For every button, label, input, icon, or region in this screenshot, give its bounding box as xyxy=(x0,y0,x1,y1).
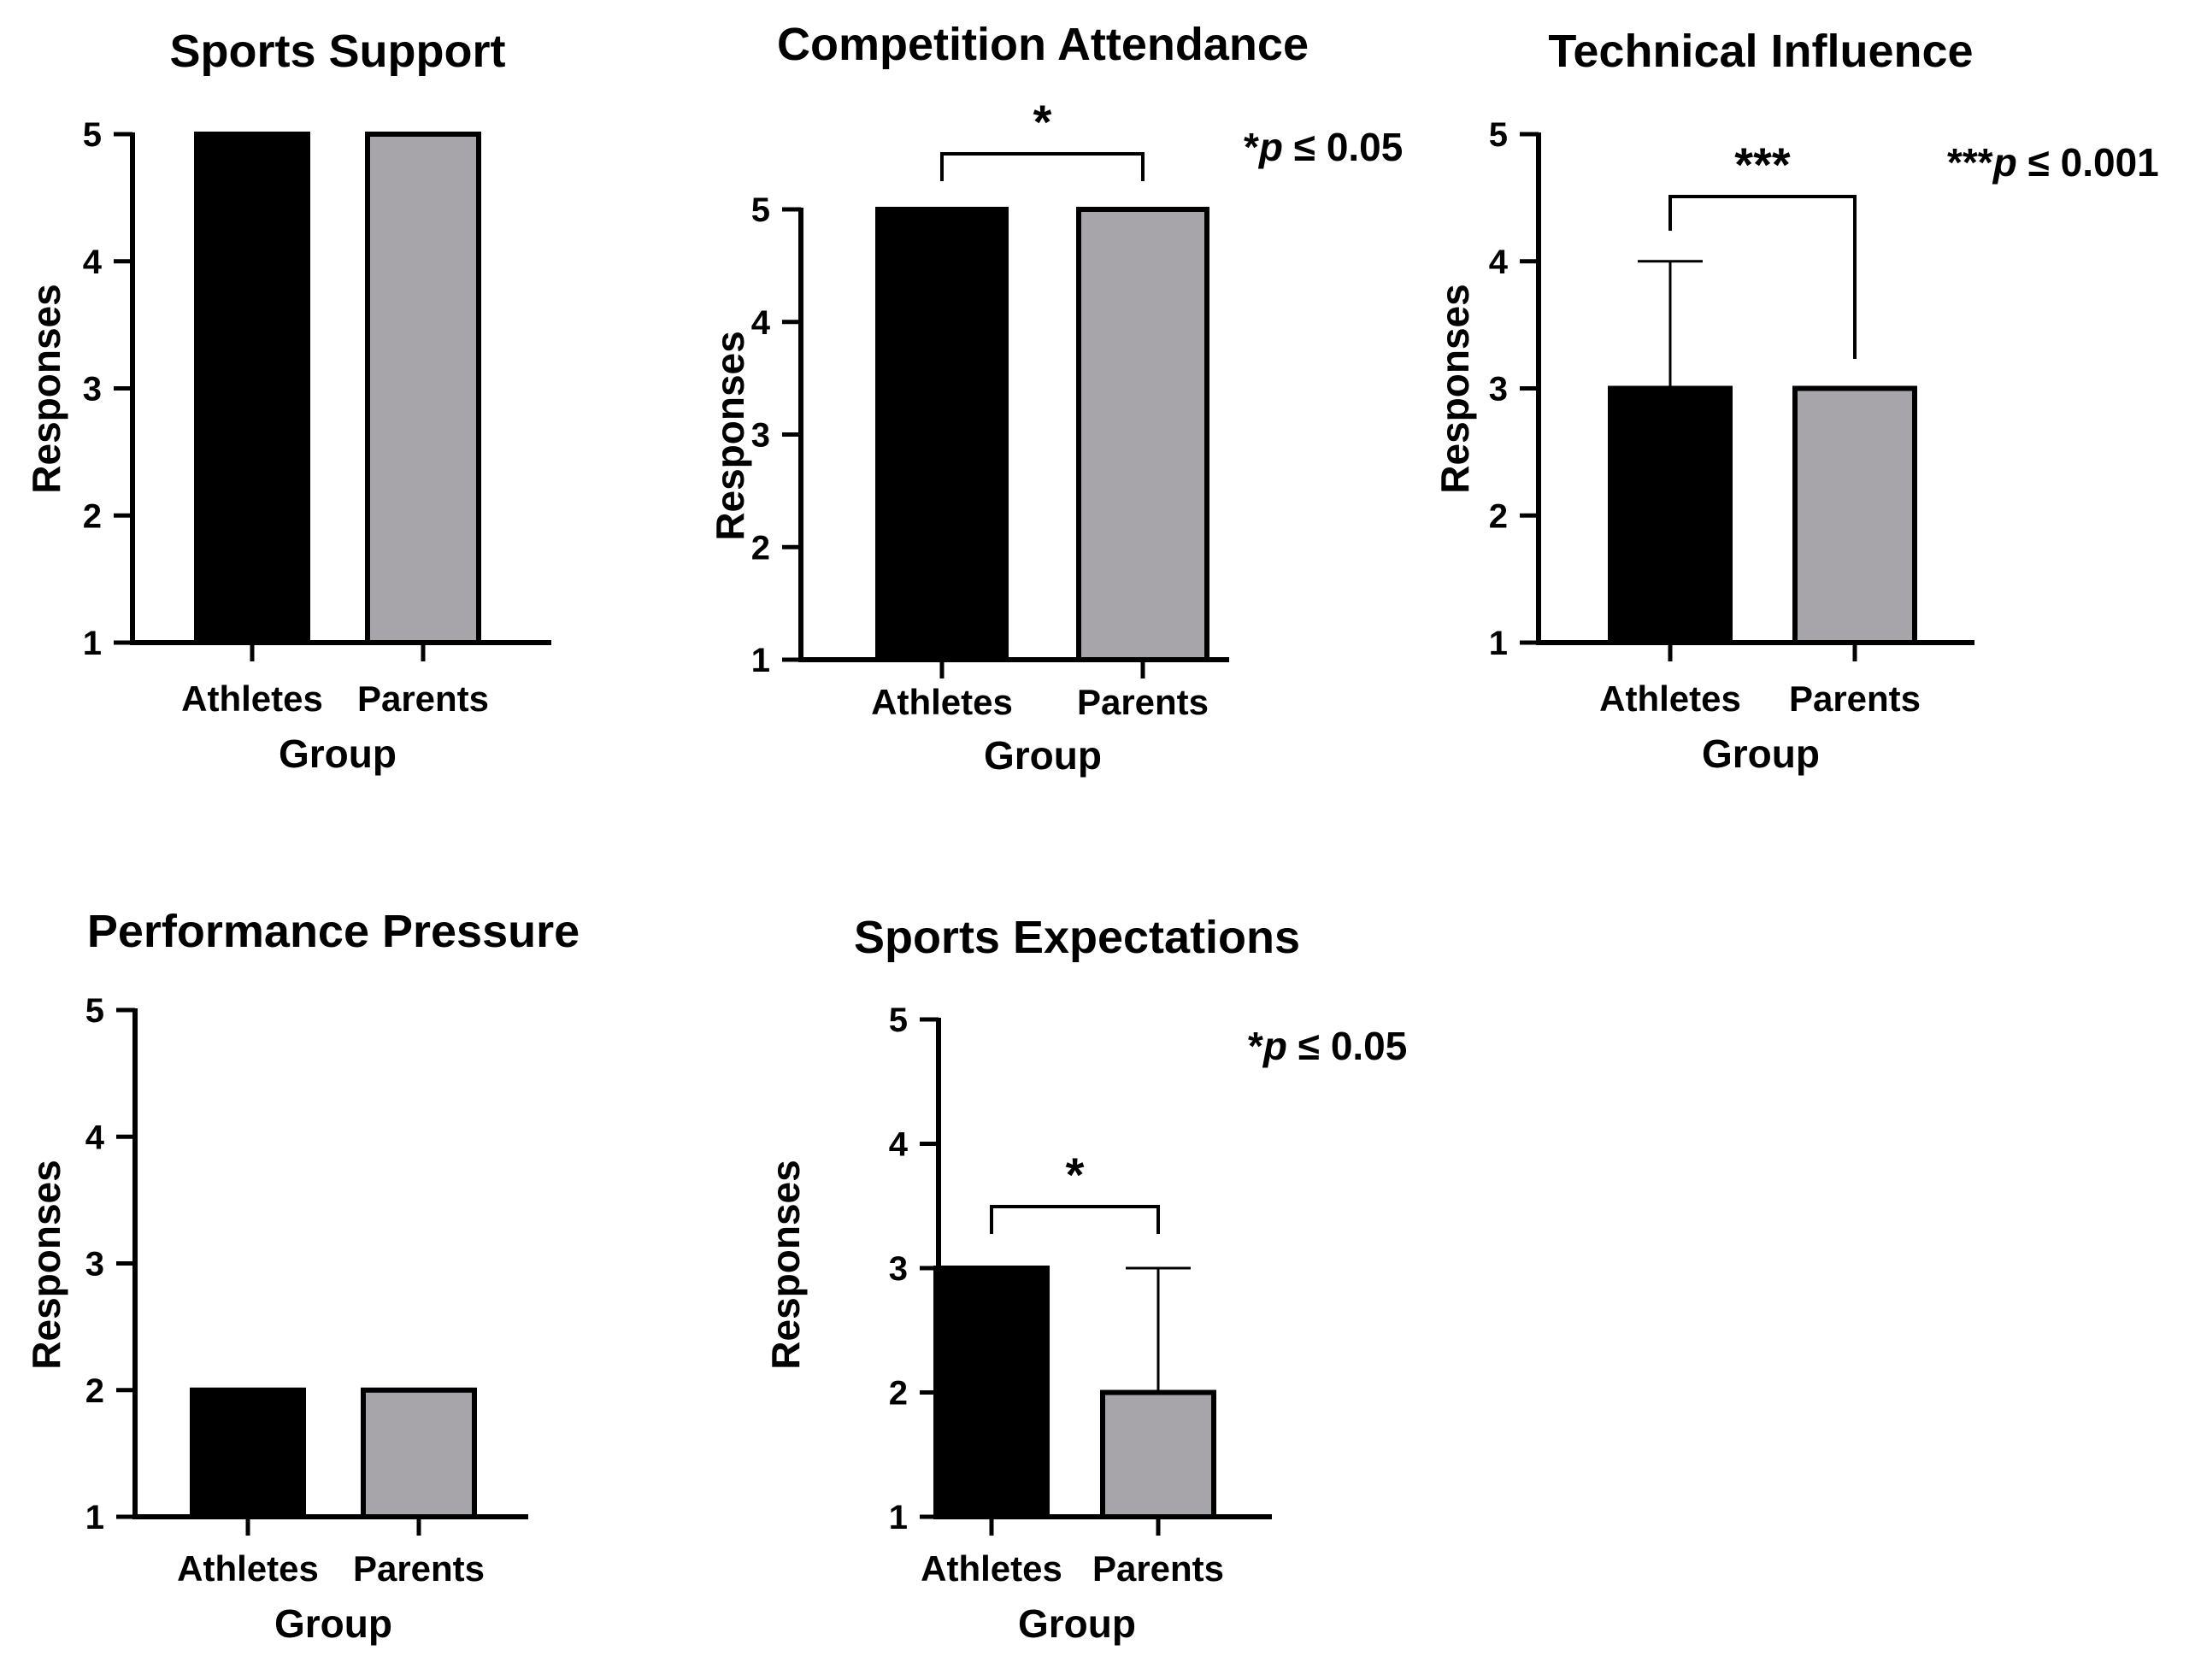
chart-panel-5: Sports Expectations 1 2 3 4 5 Athletes Parents G… xyxy=(763,912,1407,1646)
x-axis-label: Group xyxy=(1702,731,1820,776)
p-note-symbol: p xyxy=(1992,140,2017,185)
x-tick-label-athletes: Athletes xyxy=(181,678,323,719)
bar-parents xyxy=(365,132,481,645)
y-tick-label: 4 xyxy=(751,304,771,342)
y-tick-label: 5 xyxy=(85,992,104,1030)
y-tick-label: 5 xyxy=(889,1002,908,1039)
bar-athletes xyxy=(190,1387,306,1519)
chart-title: Sports Expectations xyxy=(854,912,1300,963)
x-tick-label-parents: Parents xyxy=(1092,1548,1224,1589)
y-tick-label: 4 xyxy=(83,244,103,281)
y-tick-label: 1 xyxy=(751,642,770,679)
chart-title: Technical Influence xyxy=(1548,26,1973,77)
y-tick-label: 2 xyxy=(85,1372,104,1410)
y-tick-label: 5 xyxy=(751,191,770,229)
chart-panel-1: Sports Support 1 2 3 4 5 Athletes Parents Group R… xyxy=(24,26,551,776)
chart-panel-4: Performance Pressure 1 2 3 4 5 Athletes Parents… xyxy=(24,906,580,1646)
chart-panel-2: Competition Attendance 1 2 3 4 5 Athletes Paren… xyxy=(708,19,1403,778)
p-value-note: *p ≤ 0.05 xyxy=(1248,1024,1407,1068)
bar-athletes xyxy=(194,132,310,645)
x-tick-label-athletes: Athletes xyxy=(921,1548,1062,1589)
bar-parents xyxy=(1100,1389,1216,1519)
y-tick-label: 4 xyxy=(1489,244,1509,281)
significance-stars: *** xyxy=(1734,138,1791,191)
p-note-threshold: ≤ 0.05 xyxy=(1287,1024,1407,1068)
p-value-note: ***p ≤ 0.001 xyxy=(1947,140,2159,185)
p-note-threshold: ≤ 0.05 xyxy=(1283,125,1403,169)
y-tick-label: 3 xyxy=(1489,371,1508,408)
significance-stars: * xyxy=(1033,95,1052,149)
p-note-stars: *** xyxy=(1947,140,1993,185)
y-tick-label: 1 xyxy=(85,1499,104,1536)
y-axis-label: Responses xyxy=(24,1160,68,1369)
y-tick-label: 2 xyxy=(1489,497,1508,535)
x-axis-label: Group xyxy=(984,733,1102,778)
y-tick-label: 3 xyxy=(85,1246,104,1283)
y-tick-label: 1 xyxy=(889,1499,908,1536)
x-tick-label-parents: Parents xyxy=(357,678,489,719)
p-note-stars: * xyxy=(1248,1024,1263,1068)
y-tick-label: 4 xyxy=(85,1119,105,1156)
y-axis-label: Responses xyxy=(24,284,68,493)
bar-athletes xyxy=(875,207,1009,662)
x-tick-label-parents: Parents xyxy=(1789,678,1921,719)
y-tick-label: 1 xyxy=(1489,625,1508,662)
y-tick-label: 3 xyxy=(889,1250,908,1288)
x-tick-label-parents: Parents xyxy=(353,1548,485,1589)
x-axis-label: Group xyxy=(274,1601,392,1646)
y-tick-label: 2 xyxy=(751,529,770,567)
y-tick-label: 4 xyxy=(889,1126,909,1164)
y-tick-label: 1 xyxy=(83,625,102,662)
x-tick-label-parents: Parents xyxy=(1077,682,1209,722)
significance-bracket xyxy=(990,1205,1160,1234)
significance-bracket xyxy=(940,152,1145,181)
y-tick-label: 5 xyxy=(83,116,102,154)
bar-parents xyxy=(1076,207,1209,662)
p-note-symbol: p xyxy=(1262,1024,1287,1068)
significance-bracket xyxy=(1668,195,1857,359)
y-tick-label: 5 xyxy=(1489,116,1508,154)
x-tick-label-athletes: Athletes xyxy=(1599,678,1741,719)
y-axis-label: Responses xyxy=(763,1160,808,1369)
p-note-symbol: p xyxy=(1257,125,1283,169)
p-note-threshold: ≤ 0.001 xyxy=(2017,140,2159,185)
bar-athletes xyxy=(933,1266,1050,1519)
x-axis-label: Group xyxy=(279,731,397,776)
chart-title: Performance Pressure xyxy=(87,906,580,957)
significance-stars: * xyxy=(1066,1148,1085,1201)
y-tick-label: 3 xyxy=(83,371,102,408)
y-tick-label: 2 xyxy=(83,497,102,535)
x-axis-label: Group xyxy=(1018,1601,1136,1646)
chart-panel-3: Technical Influence 1 2 3 4 5 Athletes Parents G… xyxy=(1433,26,2159,776)
y-tick-label: 2 xyxy=(889,1375,908,1413)
y-axis-label: Responses xyxy=(1433,284,1477,493)
p-value-note: *p ≤ 0.05 xyxy=(1244,125,1403,169)
y-tick-label: 3 xyxy=(751,417,770,455)
p-note-stars: * xyxy=(1244,125,1259,169)
bar-parents xyxy=(1792,385,1917,645)
x-tick-label-athletes: Athletes xyxy=(177,1548,319,1589)
y-axis-label: Responses xyxy=(708,331,752,540)
chart-title: Sports Support xyxy=(170,26,506,77)
chart-title: Competition Attendance xyxy=(777,19,1309,70)
bar-athletes xyxy=(1608,385,1733,645)
bar-parents xyxy=(361,1387,477,1519)
x-tick-label-athletes: Athletes xyxy=(871,682,1013,722)
